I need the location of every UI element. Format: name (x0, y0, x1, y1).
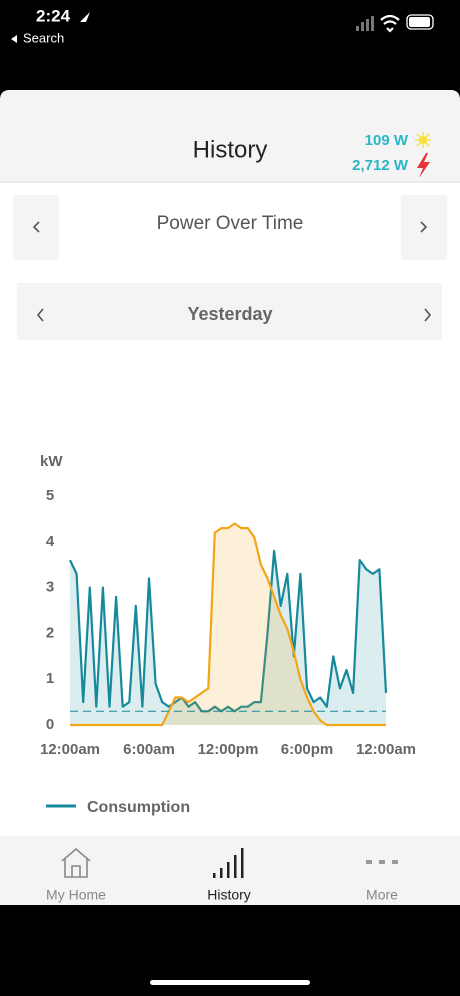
y-tick-label: 1 (46, 670, 54, 687)
home-indicator (150, 980, 310, 985)
date-label: Yesterday (187, 304, 272, 324)
grid-icon (417, 153, 430, 178)
next-view-button[interactable] (401, 195, 447, 260)
tab-label[interactable]: History (207, 887, 251, 903)
x-tick-label: 6:00pm (281, 741, 334, 758)
battery-level (409, 17, 430, 27)
x-tick-label: 12:00pm (198, 741, 259, 758)
tab-label[interactable]: My Home (46, 887, 106, 903)
y-tick-label: 5 (46, 487, 54, 504)
more-icon (366, 860, 398, 864)
y-axis-label: kW (40, 453, 63, 470)
prev-view-button[interactable] (13, 195, 59, 260)
status-back[interactable]: Search (23, 30, 64, 45)
chevron-right (420, 221, 428, 233)
next-date[interactable] (424, 308, 432, 322)
y-tick-label: 2 (46, 624, 54, 641)
tab-label[interactable]: More (366, 887, 398, 903)
sun-icon (415, 132, 431, 148)
view-label: Power Over Time (157, 213, 304, 234)
solar-power: 109 W (365, 132, 409, 149)
series-line (70, 522, 386, 727)
series-area (70, 523, 386, 725)
y-tick-label: 4 (46, 533, 55, 550)
tab-bar (0, 836, 460, 905)
header-bg (0, 90, 460, 182)
x-tick-label: 12:00am (356, 741, 416, 758)
status-time: 2:24 (36, 6, 71, 25)
date-selector (17, 283, 442, 340)
x-tick-label: 6:00am (123, 741, 175, 758)
x-tick-label: 12:00am (40, 741, 100, 758)
legend-label: Consumption (87, 799, 190, 816)
header-title: History (193, 136, 268, 163)
y-tick-label: 3 (46, 579, 54, 596)
y-tick-label: 0 (46, 716, 54, 733)
back-arrow (11, 35, 17, 43)
battery-icon (406, 14, 434, 30)
wifi-icon (380, 14, 400, 33)
home-icon (61, 847, 91, 878)
history-icon (213, 848, 244, 878)
series-line (69, 549, 388, 713)
signal-icon (356, 16, 374, 31)
prev-date[interactable] (36, 308, 44, 322)
chevron-left (32, 221, 40, 233)
grid-power: 2,712 W (352, 157, 409, 174)
location-icon (80, 12, 90, 22)
chart: kW 0 1 2 3 4 5 12:00am 6:00am 12:00pm 6:00pm 12:00a… (40, 453, 416, 816)
